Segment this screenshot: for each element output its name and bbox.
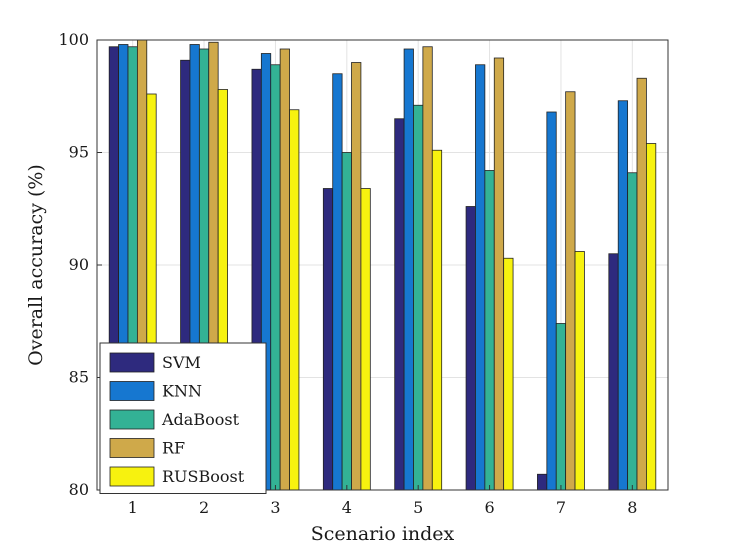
- legend-swatch-svm: [109, 352, 155, 373]
- x-tick-label: 6: [484, 498, 494, 517]
- x-tick-label: 2: [199, 498, 209, 517]
- bar-adaboost-8: [627, 172, 638, 491]
- y-tick-label: 90: [69, 255, 89, 274]
- bar-svm-5: [394, 118, 405, 491]
- bar-knn-5: [403, 48, 414, 491]
- x-tick-label: 5: [413, 498, 423, 517]
- x-tick-label: 4: [342, 498, 352, 517]
- bar-rf-3: [279, 48, 290, 491]
- y-tick-label: 100: [58, 30, 89, 49]
- legend-label-rusboost: RUSBoost: [162, 467, 245, 486]
- y-tick-label: 95: [69, 143, 89, 162]
- x-tick-label: 1: [128, 498, 138, 517]
- bar-rf-5: [422, 46, 433, 491]
- bar-rusboost-5: [431, 149, 443, 491]
- x-axis-label: Scenario index: [311, 523, 455, 545]
- x-tick-label: 3: [270, 498, 280, 517]
- bar-svm-6: [465, 206, 476, 491]
- legend-label-knn: KNN: [162, 382, 202, 401]
- bar-svm-7: [537, 473, 548, 491]
- bar-rusboost-6: [503, 257, 514, 491]
- legend-label-rf: RF: [162, 439, 185, 458]
- bar-adaboost-7: [555, 323, 567, 491]
- legend-swatch-adaboost: [109, 409, 155, 430]
- bar-adaboost-4: [341, 152, 352, 491]
- x-tick-label: 7: [556, 498, 566, 517]
- bar-adaboost-5: [413, 104, 424, 491]
- bar-rusboost-3: [289, 109, 300, 491]
- legend: SVM KNN AdaBoost RF RUSBoost: [99, 342, 267, 494]
- bar-adaboost-3: [270, 64, 281, 491]
- bar-knn-8: [617, 100, 629, 491]
- y-tick-label: 80: [69, 480, 89, 499]
- bar-adaboost-6: [484, 170, 495, 491]
- bar-knn-7: [546, 111, 557, 491]
- bar-rf-7: [565, 91, 576, 491]
- bar-knn-6: [475, 64, 486, 491]
- bar-rusboost-4: [360, 188, 371, 491]
- bar-svm-4: [322, 188, 334, 491]
- bar-rusboost-8: [646, 143, 657, 491]
- bar-rusboost-7: [574, 251, 585, 491]
- x-tick-label: 8: [627, 498, 637, 517]
- bars-group: [108, 39, 657, 491]
- legend-swatch-knn: [109, 381, 155, 401]
- y-axis-label: Overall accuracy (%): [25, 164, 47, 366]
- bar-svm-8: [608, 253, 619, 491]
- bar-rf-6: [493, 57, 505, 491]
- x-axis-ticks: 1 2 3 4 5 6 7 8: [128, 485, 637, 517]
- bar-rf-4: [351, 62, 362, 491]
- legend-swatch-rusboost: [109, 466, 155, 487]
- bar-knn-4: [332, 73, 343, 491]
- y-axis-ticks: 80 85 90 95 100: [58, 30, 102, 499]
- legend-swatch-rf: [109, 438, 155, 458]
- legend-label-adaboost: AdaBoost: [161, 410, 240, 429]
- bar-rf-8: [636, 77, 647, 491]
- y-tick-label: 85: [69, 368, 89, 387]
- legend-label-svm: SVM: [162, 353, 201, 372]
